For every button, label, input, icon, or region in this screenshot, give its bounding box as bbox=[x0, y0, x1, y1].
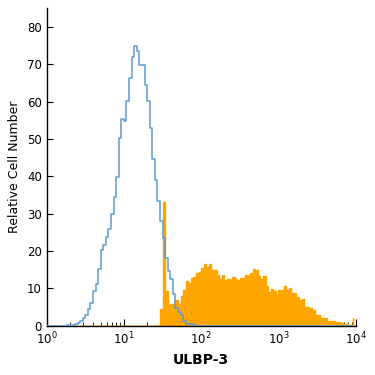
X-axis label: ULBP-3: ULBP-3 bbox=[173, 352, 229, 367]
Y-axis label: Relative Cell Number: Relative Cell Number bbox=[8, 101, 21, 233]
